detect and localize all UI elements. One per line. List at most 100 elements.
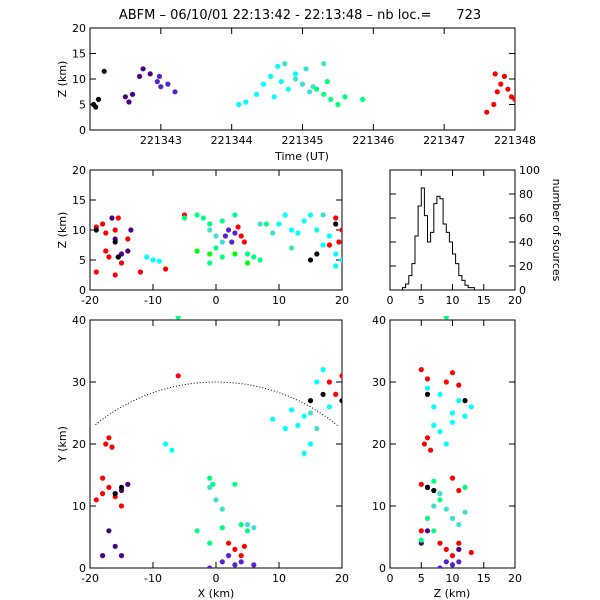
y-tick-label: 40 (372, 314, 386, 327)
source-point (163, 441, 169, 447)
source-point (424, 391, 431, 397)
source-point (326, 242, 332, 248)
source-point (289, 245, 295, 251)
source-point (314, 379, 320, 385)
height-y-panel: 0 5 10 15 20 0 10 20 30 40 Z (km) (372, 314, 522, 600)
source-point (443, 546, 449, 553)
source-point (219, 254, 225, 260)
x-tick-label: 221347 (423, 134, 465, 147)
source-point (314, 86, 320, 92)
source-point (260, 81, 267, 87)
source-point (314, 425, 320, 432)
source-point (437, 491, 443, 497)
source-point (505, 86, 511, 92)
source-point (492, 71, 498, 77)
x-tick-label: 0 (213, 294, 220, 307)
source-point (449, 553, 456, 559)
source-point (494, 89, 500, 95)
source-point (118, 484, 125, 490)
source-point (226, 227, 232, 233)
y-tick-label: 15 (72, 48, 86, 61)
x-tick-label: 20 (508, 294, 522, 307)
source-point (431, 422, 437, 428)
source-point (103, 248, 109, 254)
x-tick-label: 221348 (494, 134, 536, 147)
source-point (289, 227, 295, 233)
x-tick-label: 20 (335, 572, 349, 585)
source-point (431, 478, 437, 484)
source-point (213, 245, 219, 251)
x-height-panel: -20 -10 0 10 20 0 5 10 15 20 Z (km) (56, 164, 349, 307)
source-point (449, 419, 456, 425)
source-point (456, 540, 462, 546)
source-point (232, 230, 238, 236)
source-point (328, 96, 334, 102)
data-layer (90, 61, 515, 115)
source-point (232, 481, 238, 487)
y-tick-label: 5 (79, 99, 86, 112)
source-point (129, 91, 136, 97)
source-point (321, 91, 327, 97)
source-point (418, 528, 424, 534)
source-point (333, 251, 339, 257)
source-point (342, 94, 348, 100)
source-point (335, 101, 341, 108)
source-point (271, 94, 277, 100)
source-point (336, 239, 342, 245)
source-point (236, 101, 242, 108)
time-height-panel: 221343 221344 221345 221346 221347 221348 0 5 10… (56, 22, 536, 163)
source-point (295, 230, 301, 236)
x-axis-label: Time (UT) (274, 150, 329, 163)
source-point (93, 227, 99, 233)
source-point (144, 254, 150, 260)
source-point (251, 562, 257, 568)
y-tick-label: 40 (72, 314, 86, 327)
source-point (437, 540, 443, 546)
source-point (238, 559, 244, 565)
source-point (424, 528, 431, 534)
y-tick-label: 0 (519, 284, 526, 297)
y-tick-label: 30 (72, 376, 86, 389)
source-point (307, 89, 313, 95)
y-tick-label: 10 (372, 500, 386, 513)
source-point (292, 76, 298, 82)
source-point (320, 391, 326, 397)
source-point (421, 441, 427, 447)
source-point (253, 91, 260, 97)
x-tick-label: 10 (272, 572, 286, 585)
source-point (150, 257, 156, 263)
data-layer (402, 187, 478, 290)
source-point (213, 497, 219, 503)
source-point (462, 398, 468, 404)
source-point (282, 61, 288, 67)
source-point (307, 257, 314, 263)
y-tick-label: 10 (72, 73, 86, 86)
source-point (307, 398, 314, 404)
x-axis-label: Z (km) (434, 587, 471, 600)
source-point (418, 367, 424, 373)
source-point (118, 260, 125, 266)
source-point (125, 248, 131, 254)
source-point (109, 215, 115, 221)
source-point (106, 254, 112, 260)
x-tick-label: -10 (144, 294, 162, 307)
source-point (112, 272, 118, 278)
x-tick-label: 10 (446, 572, 460, 585)
x-tick-label: 20 (508, 572, 522, 585)
source-point (100, 475, 106, 481)
source-point (360, 96, 366, 102)
source-point (257, 257, 263, 263)
x-tick-label: 221343 (140, 134, 182, 147)
source-point (175, 316, 181, 320)
source-point (456, 546, 462, 553)
source-point (270, 416, 276, 422)
source-point (101, 68, 107, 74)
source-point (241, 239, 247, 245)
source-point (491, 101, 497, 108)
source-point (431, 503, 437, 509)
y-tick-label: 20 (372, 438, 386, 451)
source-point (449, 475, 456, 481)
source-point (449, 515, 456, 522)
plot-frame (89, 27, 516, 131)
source-point (207, 565, 213, 568)
